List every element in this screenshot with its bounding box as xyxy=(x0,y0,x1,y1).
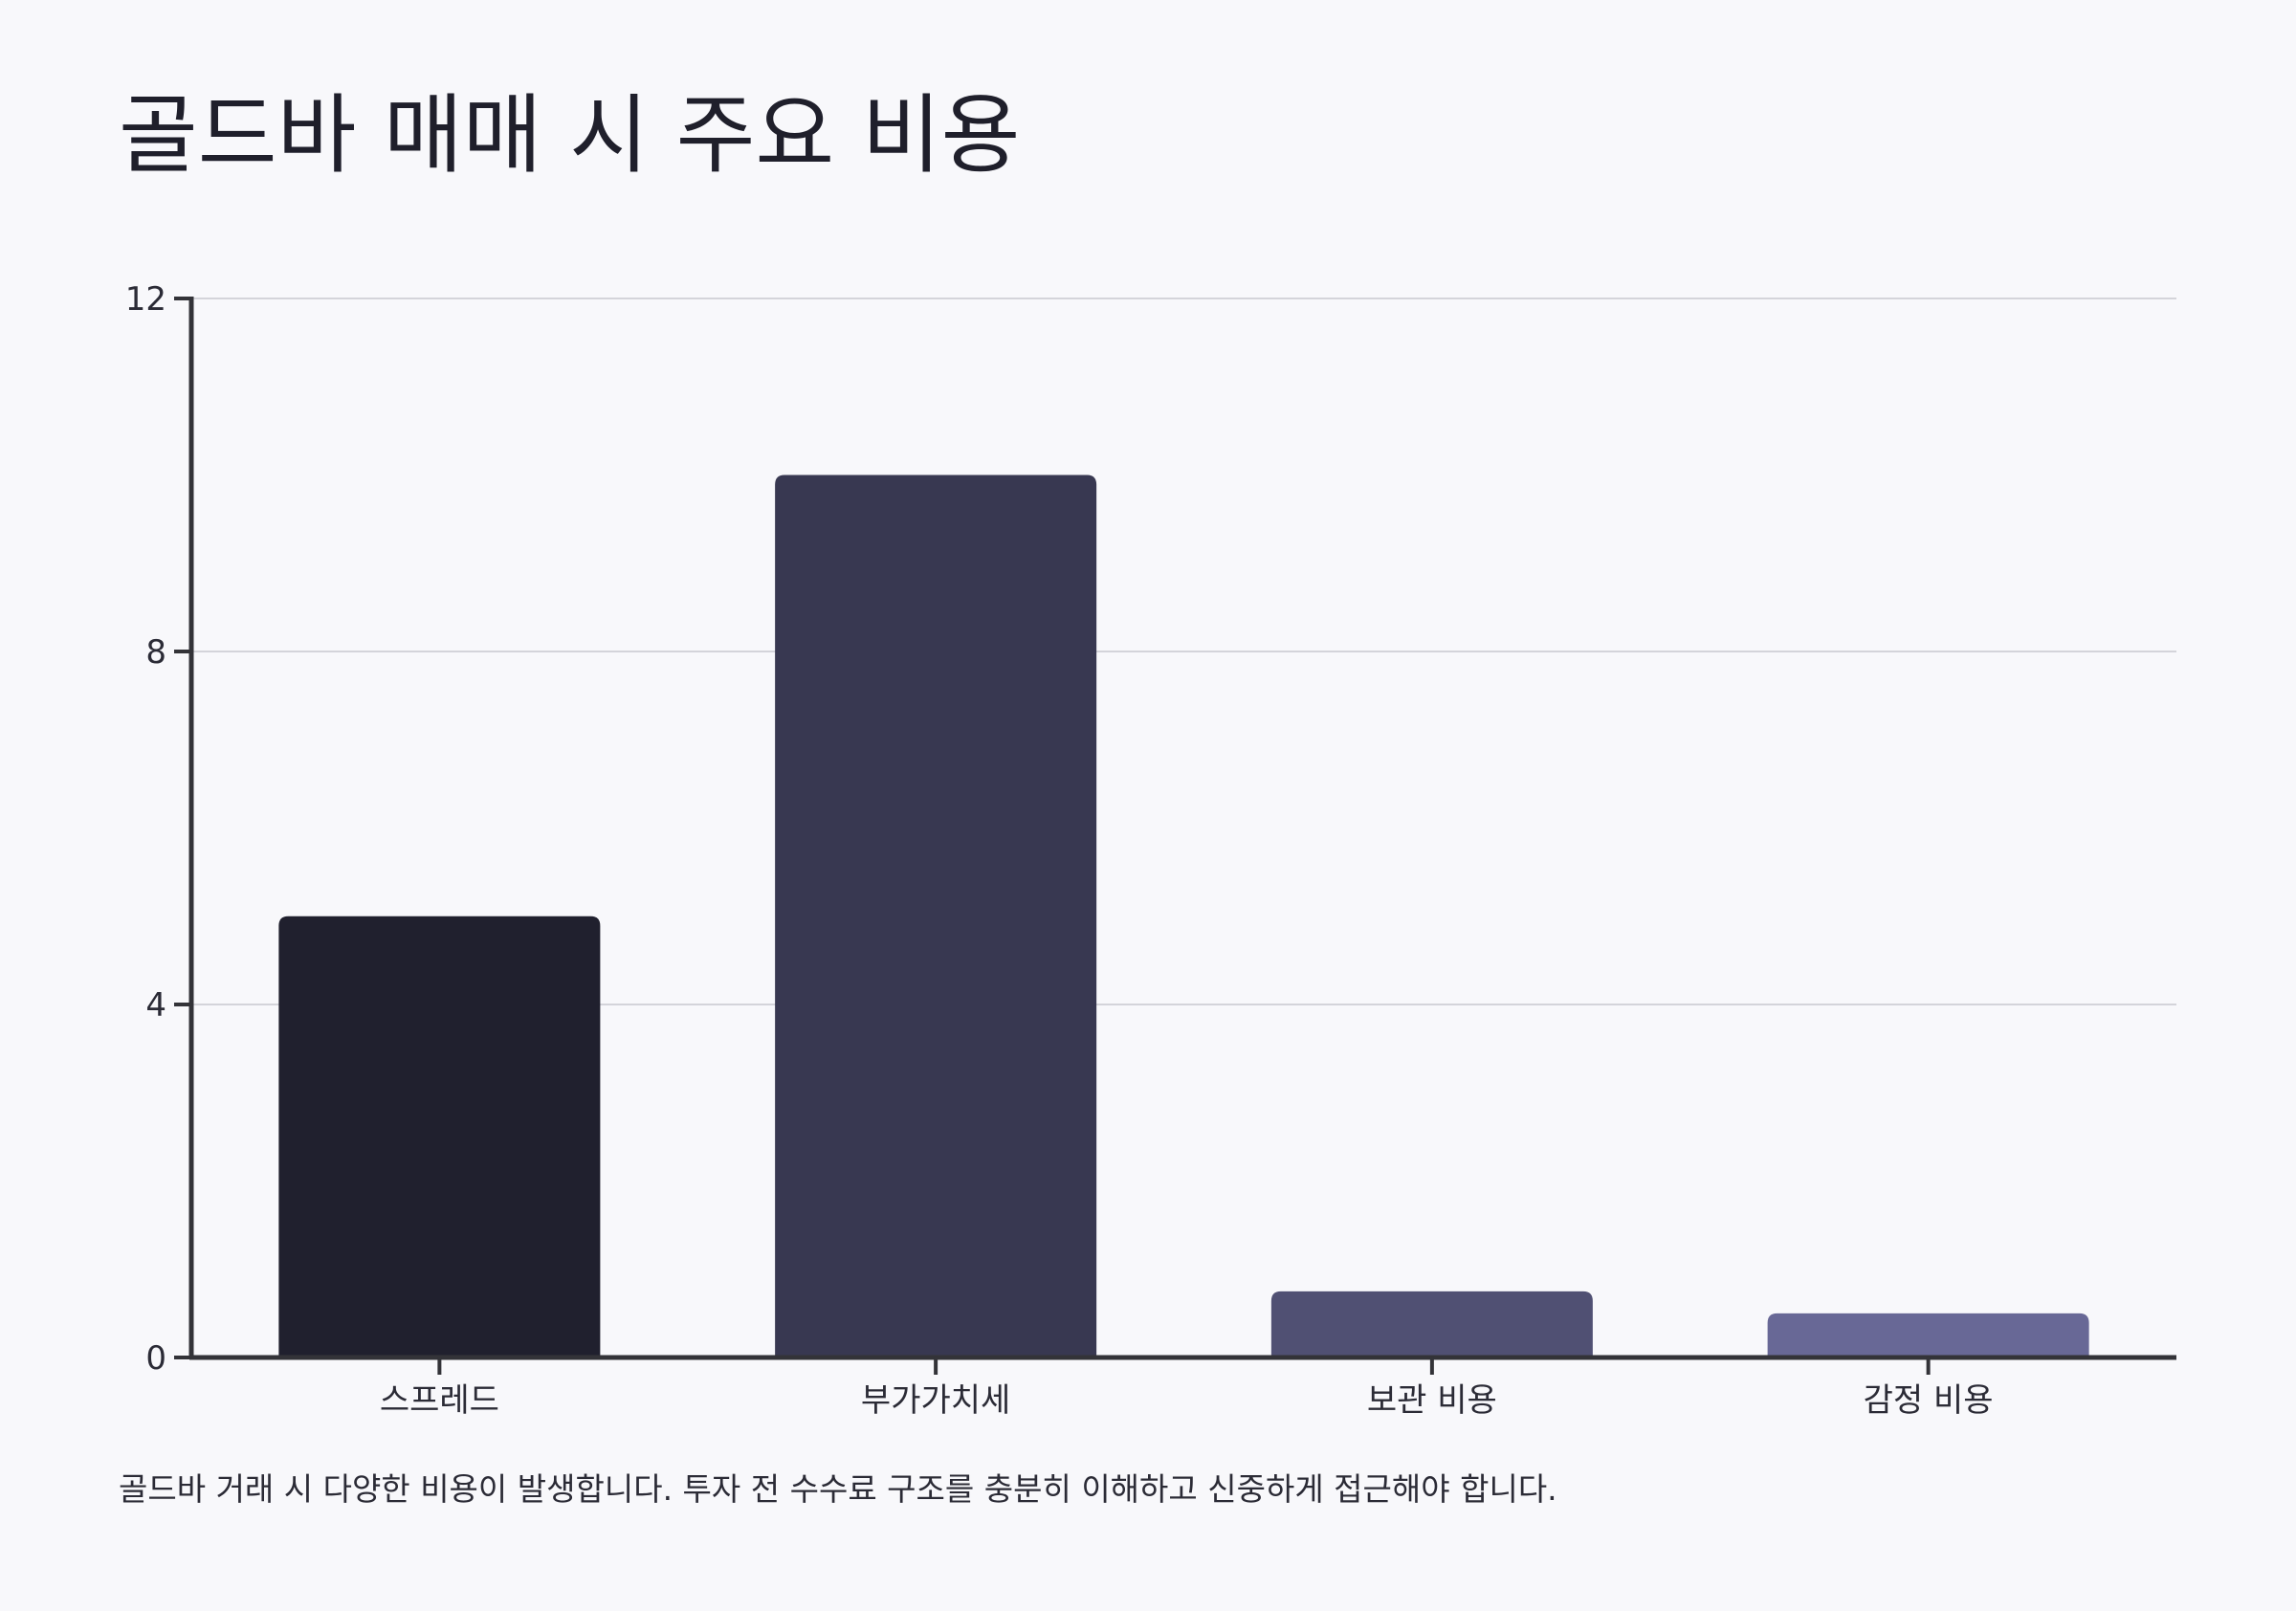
bar-2 xyxy=(775,474,1097,1357)
gridlines xyxy=(191,298,2176,1005)
chart-caption: 골드바 거래 시 다양한 비용이 발생합니다. 투자 전 수수료 구조를 충분히… xyxy=(119,1470,1557,1508)
x-tick-label: 보관 비용 xyxy=(1367,1381,1497,1420)
axes: 0 4 8 12 스프레드 부가가치세 보관 비용 감정 비용 xyxy=(125,280,2176,1420)
bar-4 xyxy=(1767,1313,2089,1357)
x-tick-label: 스프레드 xyxy=(380,1381,499,1420)
bar-3 xyxy=(1270,1291,1593,1357)
y-tick-label: 0 xyxy=(145,1339,166,1378)
chart-title: 골드바 매매 시 주요 비용 xyxy=(119,85,1021,186)
y-tick-label: 8 xyxy=(145,633,166,672)
x-tick-label: 감정 비용 xyxy=(1864,1381,1994,1420)
y-tick-label: 4 xyxy=(145,986,166,1025)
bar-1 xyxy=(278,916,601,1357)
bars xyxy=(278,474,2089,1357)
y-tick-label: 12 xyxy=(125,280,166,319)
x-tick-label: 부가가치세 xyxy=(861,1381,1010,1420)
